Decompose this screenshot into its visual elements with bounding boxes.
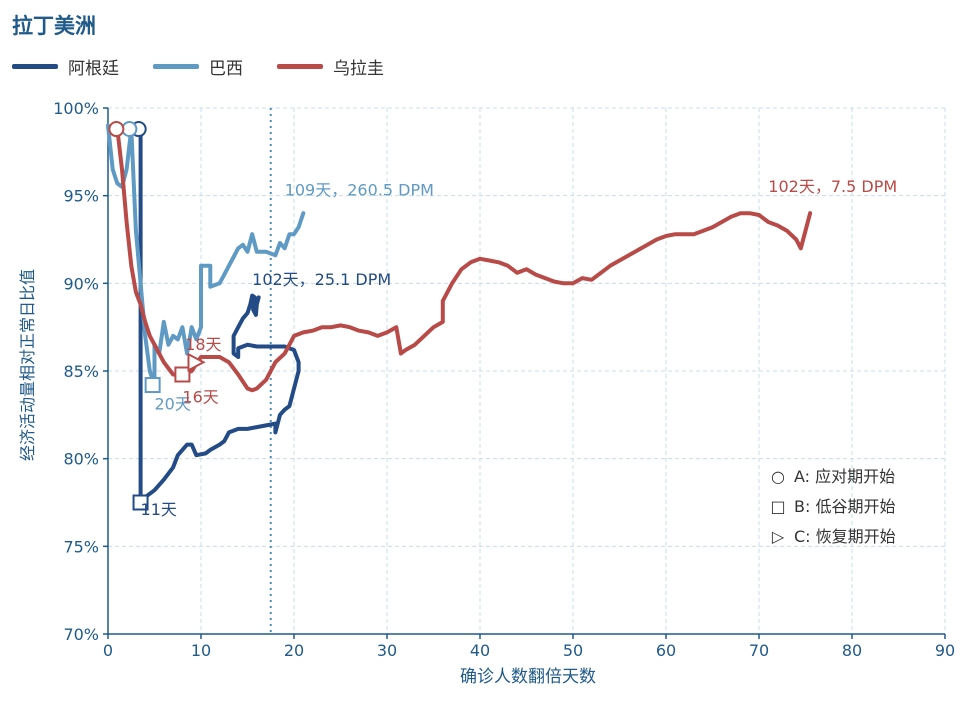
grid	[107, 107, 946, 635]
series-line-1	[106, 123, 306, 387]
series-lines	[106, 123, 813, 505]
legend-label-argentina: 阿根廷	[68, 59, 119, 79]
marker-square	[144, 377, 161, 394]
marker-legend-item: □ B: 低谷期开始	[770, 492, 896, 522]
x-tick-label: 90	[935, 641, 955, 660]
legend-label-brazil: 巴西	[209, 59, 243, 79]
x-tick-label: 70	[749, 641, 769, 660]
series-annotation: 102天，7.5 DPM	[768, 177, 897, 196]
chart-title: 拉丁美洲	[12, 14, 96, 38]
circle-marker-icon: ○	[771, 467, 785, 486]
x-axis-label: 确诊人数翻倍天数	[460, 667, 596, 687]
x-tick-label: 80	[842, 641, 862, 660]
marker-circle	[121, 121, 138, 138]
x-tick-label: 40	[470, 641, 490, 660]
legend-swatch-uruguay	[277, 64, 323, 69]
phase-markers	[108, 121, 206, 511]
series-line-0	[133, 127, 301, 505]
x-tick-label: 50	[563, 641, 583, 660]
axes	[103, 107, 946, 639]
legend-swatch-brazil	[153, 64, 199, 69]
marker-legend: ○ A: 应对期开始 □ B: 低谷期开始 ▷ C: 恢复期开始	[770, 462, 896, 552]
y-tick-label: 75%	[63, 537, 99, 556]
y-tick-label: 90%	[63, 274, 99, 293]
marker-legend-item: ▷ C: 恢复期开始	[770, 522, 896, 552]
series-annotation: 11天	[141, 500, 177, 519]
y-tick-label: 85%	[63, 362, 99, 381]
legend-item-uruguay: 乌拉圭	[277, 54, 384, 79]
marker-circle	[108, 121, 125, 138]
legend-item-argentina: 阿根廷	[12, 54, 119, 79]
y-axis-label: 经济活动量相对正常日比值	[18, 268, 37, 462]
series-line-2	[115, 127, 813, 393]
marker-legend-text: C: 恢复期开始	[794, 527, 896, 546]
tick-labels: 0 10 20 30 40 50 60 70 80 90 70% 75% 80% 85% 90% 95% 100…	[53, 99, 955, 660]
marker-square	[174, 366, 191, 383]
marker-triangle	[187, 352, 206, 372]
annotations: 102天，25.1 DPM 11天 109天，260.5 DPM 20天 102天，7.…	[141, 177, 898, 519]
y-tick-label: 70%	[63, 625, 99, 644]
marker-legend-text: A: 应对期开始	[794, 467, 896, 486]
legend-item-brazil: 巴西	[153, 54, 243, 79]
x-tick-label: 10	[191, 641, 211, 660]
x-tick-label: 60	[656, 641, 676, 660]
series-legend: 阿根廷 巴西 乌拉圭	[12, 54, 384, 79]
marker-square	[132, 494, 149, 511]
marker-legend-item: ○ A: 应对期开始	[770, 462, 896, 492]
x-tick-label: 30	[377, 641, 397, 660]
legend-swatch-argentina	[12, 64, 58, 69]
y-tick-label: 100%	[53, 99, 99, 118]
series-annotation: 16天	[182, 388, 218, 407]
square-marker-icon: □	[770, 497, 786, 516]
triangle-marker-icon: ▷	[771, 527, 785, 546]
legend-label-uruguay: 乌拉圭	[333, 59, 384, 79]
series-annotation: 20天	[155, 395, 191, 414]
series-annotation: 18天	[185, 335, 221, 354]
x-tick-label: 20	[284, 641, 304, 660]
series-annotation: 102天，25.1 DPM	[252, 270, 391, 289]
series-annotation: 109天，260.5 DPM	[285, 181, 434, 200]
y-tick-label: 80%	[63, 450, 99, 469]
x-tick-label: 0	[103, 641, 113, 660]
y-tick-label: 95%	[63, 187, 99, 206]
marker-legend-text: B: 低谷期开始	[794, 497, 896, 516]
